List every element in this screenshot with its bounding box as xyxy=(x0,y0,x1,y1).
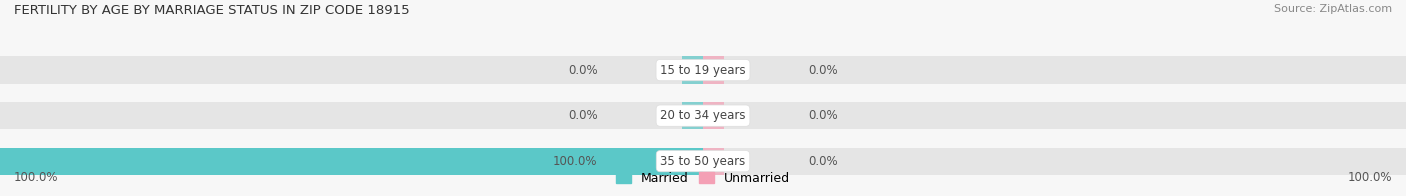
Text: 0.0%: 0.0% xyxy=(568,64,598,77)
Text: FERTILITY BY AGE BY MARRIAGE STATUS IN ZIP CODE 18915: FERTILITY BY AGE BY MARRIAGE STATUS IN Z… xyxy=(14,4,409,17)
Bar xyxy=(682,102,703,129)
Text: 0.0%: 0.0% xyxy=(568,109,598,122)
Text: 100.0%: 100.0% xyxy=(553,155,598,168)
Text: 20 to 34 years: 20 to 34 years xyxy=(661,109,745,122)
Bar xyxy=(682,56,703,84)
Bar xyxy=(0,56,1406,84)
Bar xyxy=(0,148,1406,175)
Text: 100.0%: 100.0% xyxy=(14,171,59,184)
Text: 35 to 50 years: 35 to 50 years xyxy=(661,155,745,168)
Text: 0.0%: 0.0% xyxy=(808,155,838,168)
Text: 0.0%: 0.0% xyxy=(808,109,838,122)
Legend: Married, Unmarried: Married, Unmarried xyxy=(612,167,794,190)
Text: 100.0%: 100.0% xyxy=(1347,171,1392,184)
Bar xyxy=(703,102,724,129)
Bar xyxy=(0,148,703,175)
Text: 15 to 19 years: 15 to 19 years xyxy=(661,64,745,77)
Bar xyxy=(703,56,724,84)
Bar xyxy=(0,102,1406,129)
Bar xyxy=(703,148,724,175)
Text: Source: ZipAtlas.com: Source: ZipAtlas.com xyxy=(1274,4,1392,14)
Text: 0.0%: 0.0% xyxy=(808,64,838,77)
